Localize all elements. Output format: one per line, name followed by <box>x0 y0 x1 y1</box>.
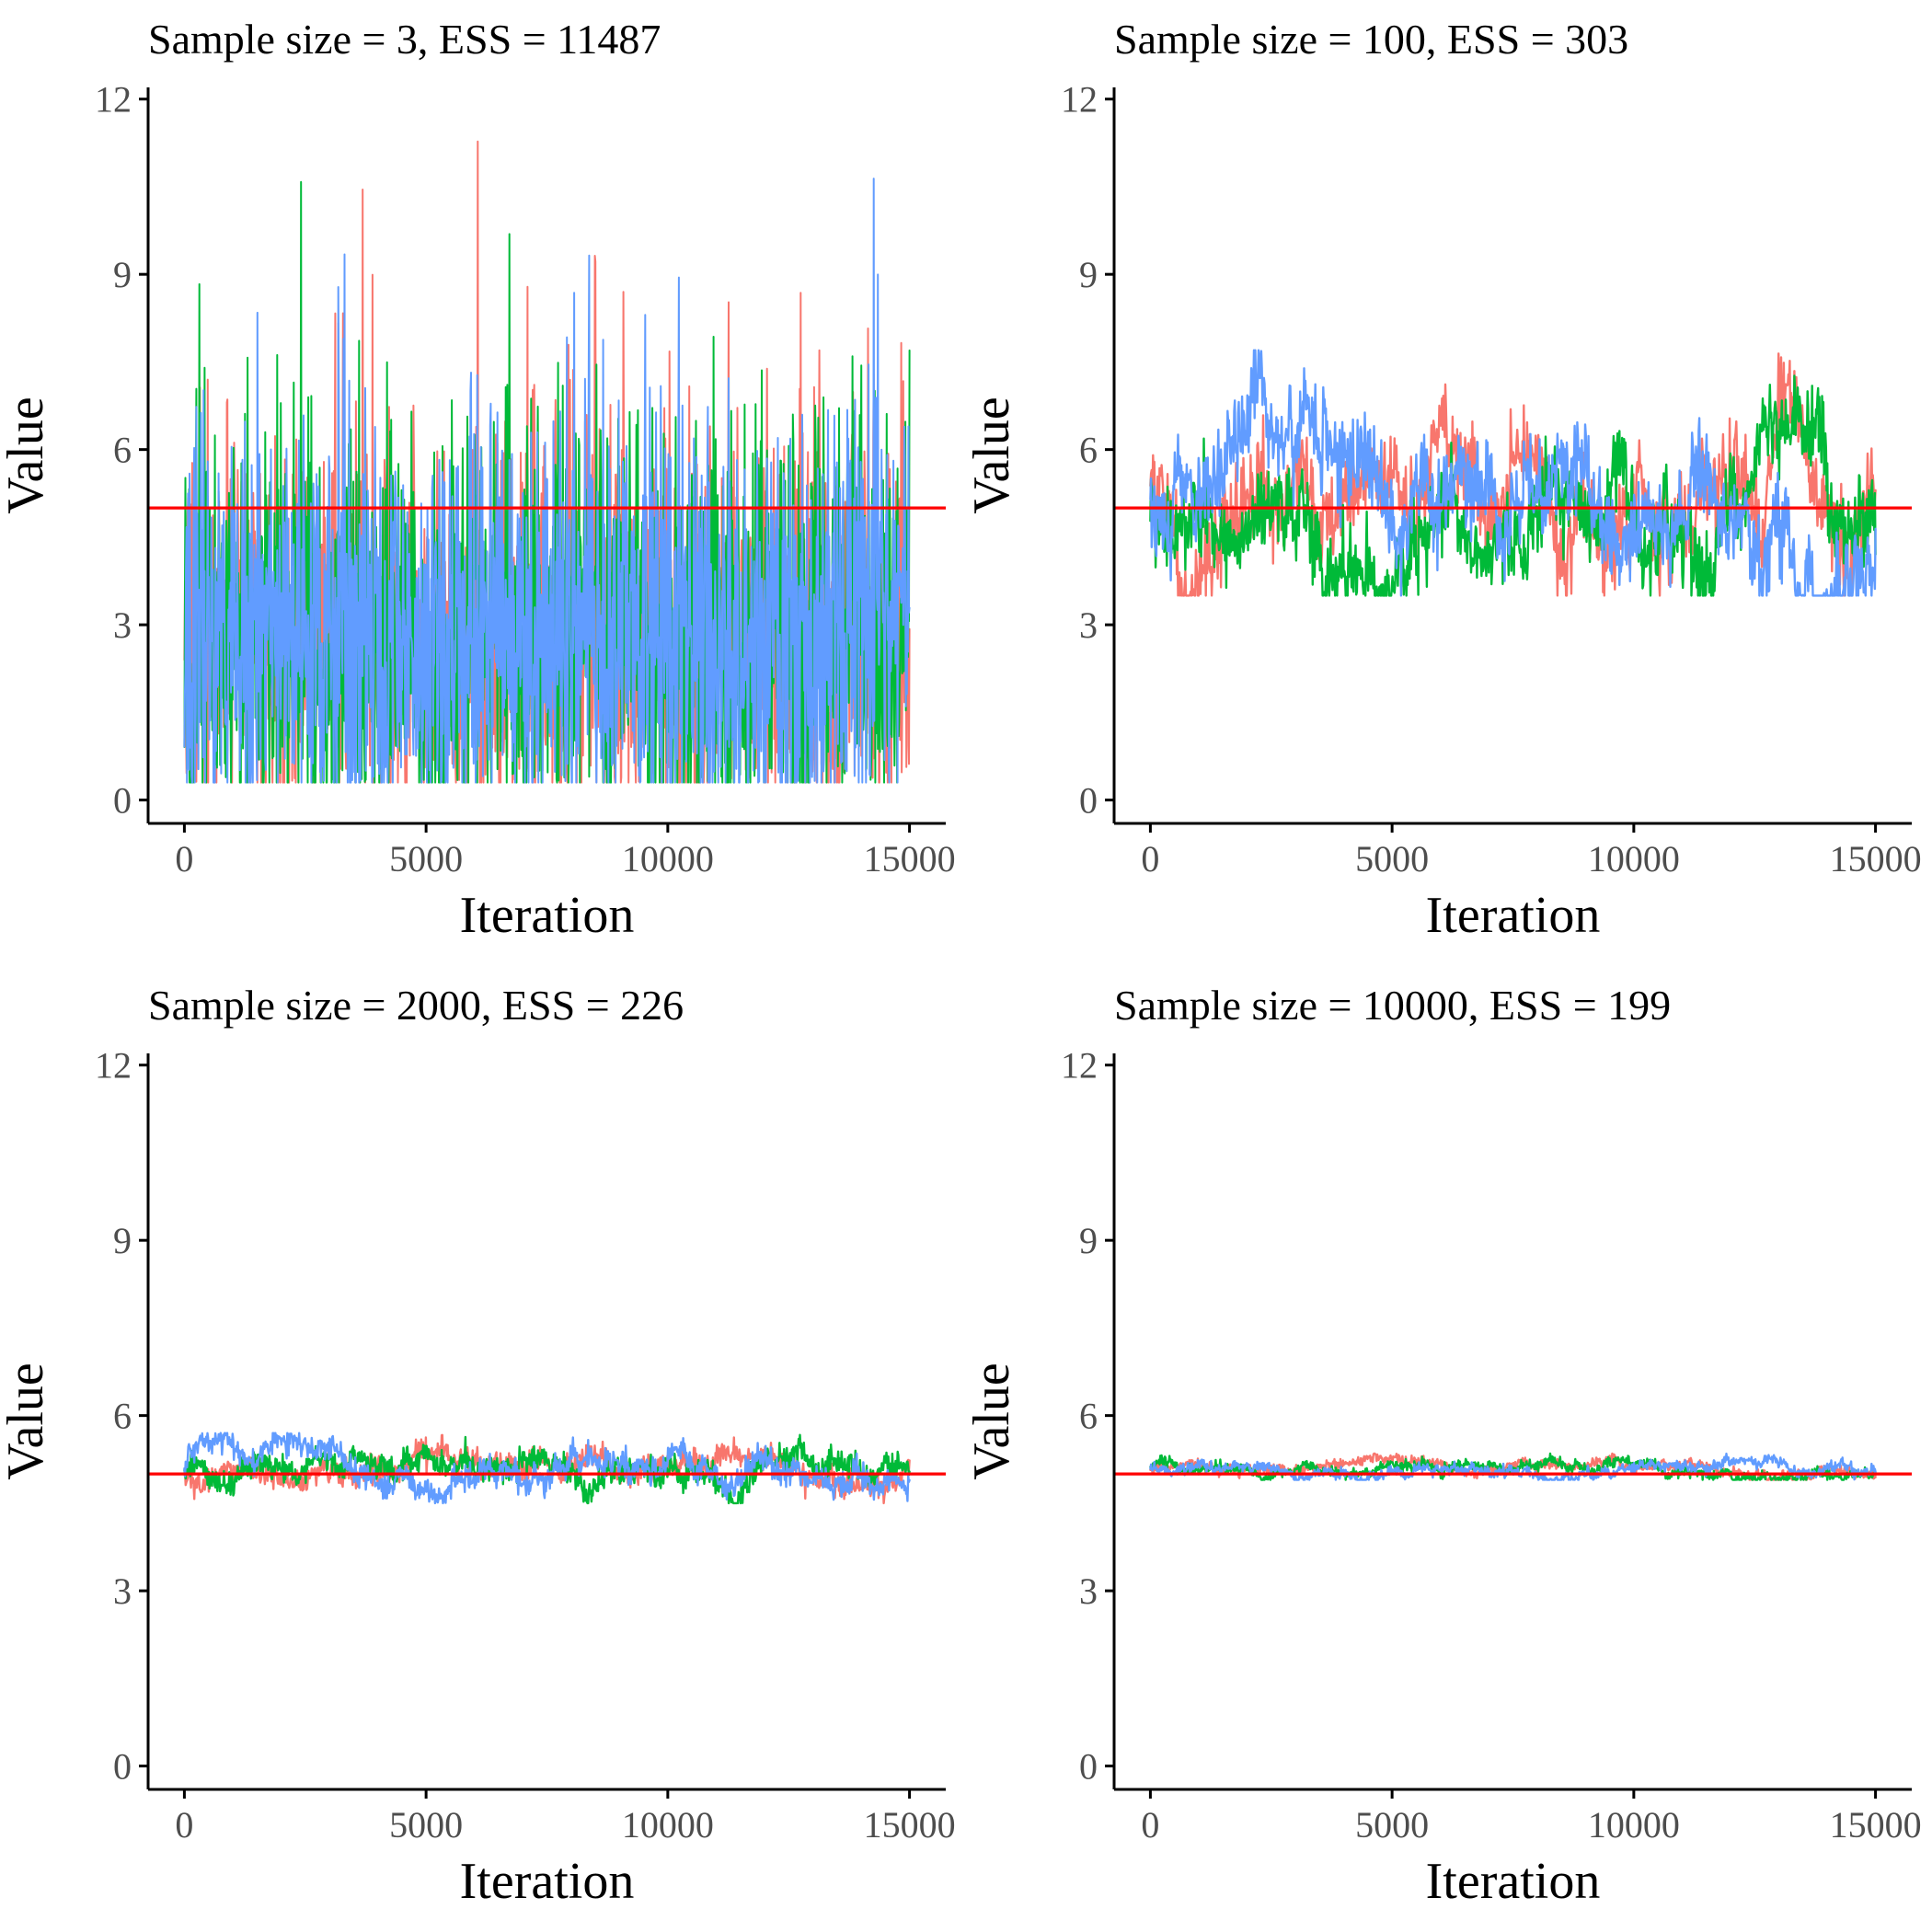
chain-3-trace <box>1149 349 1877 597</box>
x-tick-label: 10000 <box>1588 1804 1680 1846</box>
y-tick-label: 6 <box>113 1396 132 1437</box>
x-tick-label: 5000 <box>389 1804 463 1846</box>
x-axis-title: Iteration <box>1426 1853 1601 1910</box>
y-tick-label: 12 <box>1061 1045 1098 1087</box>
x-tick-label: 10000 <box>622 838 714 880</box>
chain-3-trace <box>183 1432 911 1505</box>
y-tick-label: 12 <box>95 1045 132 1087</box>
chain-traces <box>1149 1452 1877 1481</box>
x-tick-label: 15000 <box>864 1804 956 1846</box>
x-tick-label: 0 <box>1141 1804 1159 1846</box>
y-tick-label: 0 <box>1079 780 1098 822</box>
y-tick-label: 9 <box>1079 1220 1098 1261</box>
x-tick-label: 5000 <box>1355 1804 1429 1846</box>
y-tick-label: 0 <box>113 780 132 822</box>
y-tick-label: 0 <box>113 1746 132 1788</box>
panel-title: Sample size = 10000, ESS = 199 <box>1114 982 1671 1029</box>
chain-2-trace <box>183 1433 911 1505</box>
x-tick-label: 15000 <box>1830 1804 1922 1846</box>
y-axis-title: Value <box>963 397 1020 514</box>
panel-3: 0 3 6 9 12 0 5000 10000 15000 Sample size = 2000,… <box>0 982 956 1910</box>
x-tick-label: 10000 <box>622 1804 714 1846</box>
y-tick-label: 3 <box>113 1570 132 1612</box>
panel-2: 0 3 6 9 12 0 5000 10000 15000 Sample size = 100, … <box>963 16 1922 944</box>
y-tick-label: 12 <box>1061 79 1098 121</box>
y-tick-label: 9 <box>1079 254 1098 295</box>
panel-title: Sample size = 3, ESS = 11487 <box>148 16 661 63</box>
y-tick-label: 6 <box>1079 1396 1098 1437</box>
x-tick-label: 0 <box>175 838 193 880</box>
y-tick-label: 0 <box>1079 1746 1098 1788</box>
chain-traces <box>183 140 911 784</box>
panel-1: 0 3 6 9 12 0 5000 10000 15000 Sample size = 3, ES… <box>0 16 956 944</box>
y-tick-label: 3 <box>113 604 132 646</box>
y-axis-title: Value <box>963 1363 1020 1480</box>
x-tick-label: 5000 <box>389 838 463 880</box>
x-tick-label: 0 <box>175 1804 193 1846</box>
chain-2-trace <box>1149 374 1877 597</box>
x-tick-label: 15000 <box>1830 838 1922 880</box>
y-tick-label: 9 <box>113 254 132 295</box>
y-tick-label: 6 <box>113 430 132 471</box>
x-axis-title: Iteration <box>460 1853 635 1910</box>
y-axis-title: Value <box>0 1363 54 1480</box>
chain-3-trace <box>183 178 911 784</box>
y-tick-label: 3 <box>1079 604 1098 646</box>
x-tick-label: 5000 <box>1355 838 1429 880</box>
x-tick-label: 10000 <box>1588 838 1680 880</box>
y-tick-label: 3 <box>1079 1570 1098 1612</box>
x-axis-title: Iteration <box>460 887 635 944</box>
x-tick-label: 0 <box>1141 838 1159 880</box>
y-tick-label: 9 <box>113 1220 132 1261</box>
panel-title: Sample size = 100, ESS = 303 <box>1114 16 1628 63</box>
chain-traces <box>1149 349 1877 597</box>
x-axis-title: Iteration <box>1426 887 1601 944</box>
panel-4: 0 3 6 9 12 0 5000 10000 15000 Sample size = 10000… <box>963 982 1922 1910</box>
x-tick-label: 15000 <box>864 838 956 880</box>
chain-traces <box>183 1432 911 1505</box>
panel-title: Sample size = 2000, ESS = 226 <box>148 982 684 1029</box>
y-tick-label: 12 <box>95 79 132 121</box>
y-axis-title: Value <box>0 397 54 514</box>
y-tick-label: 6 <box>1079 430 1098 471</box>
